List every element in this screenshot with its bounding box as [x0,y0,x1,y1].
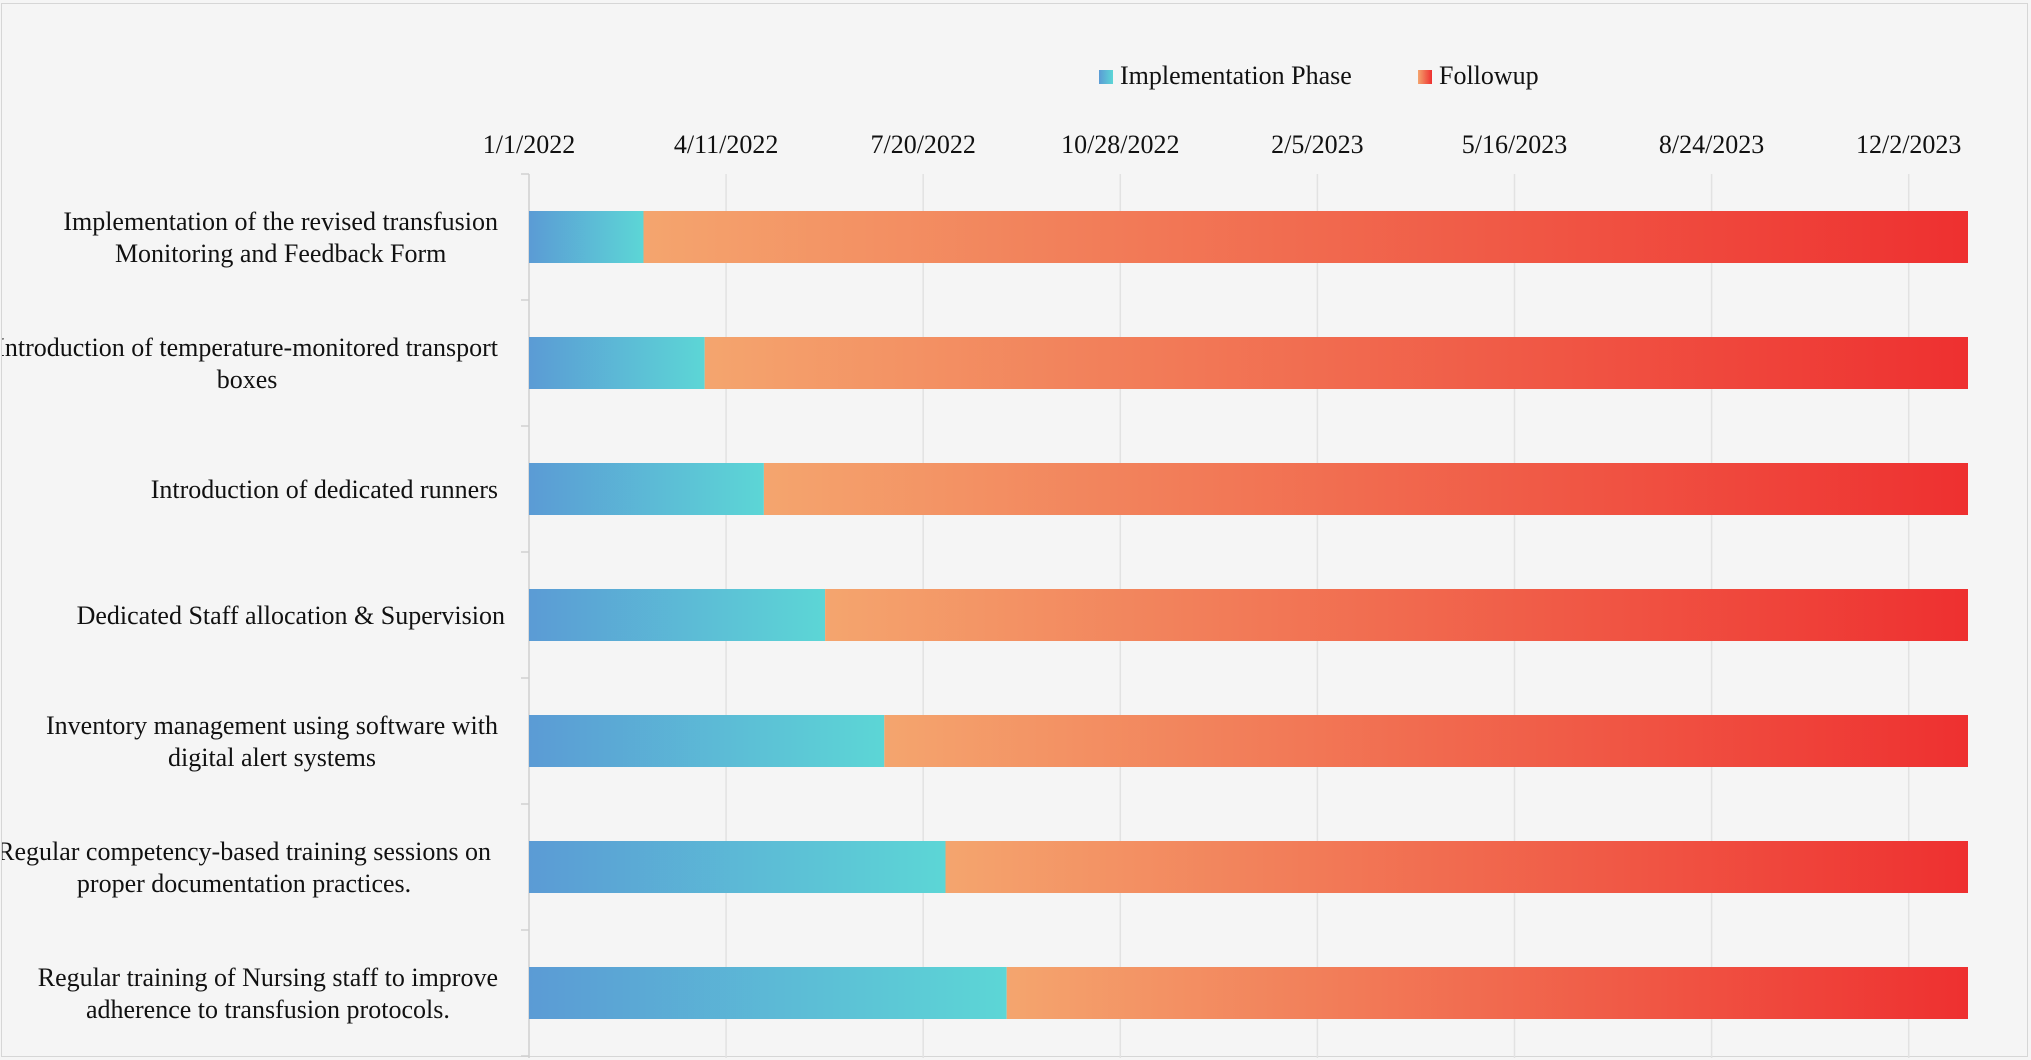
followup-bar [1006,967,1968,1019]
y-axis [521,173,530,1058]
category-label: Regular competency-based training sessio… [2,837,491,898]
legend-label: Followup [1439,61,1539,90]
category-label: Implementation of the revised transfusio… [63,207,498,268]
implementation-bar [529,589,826,641]
followup-bar [884,715,1969,767]
x-axis-ticks: 1/1/2022 4/11/2022 7/20/2022 10/28/2022 2/5/… [483,130,1962,159]
x-tick-label: 4/11/2022 [674,130,778,159]
x-tick-label: 5/16/2023 [1462,130,1567,159]
legend-swatch [1418,70,1432,84]
bars [529,211,1969,1019]
legend-label: Implementation Phase [1120,61,1352,90]
x-tick-label: 8/24/2023 [1659,130,1764,159]
implementation-bar [529,841,946,893]
category-label: Regular training of Nursing staff to imp… [38,963,498,1024]
category-label: Introduction of temperature-monitored tr… [2,333,499,394]
x-tick-label: 12/2/2023 [1856,130,1961,159]
chart-canvas: 1/1/2022 4/11/2022 7/20/2022 10/28/2022 2/5/… [2,61,1969,1058]
implementation-bar [529,967,1007,1019]
x-tick-label: 2/5/2023 [1271,130,1363,159]
followup-bar [704,337,1968,389]
followup-bar [825,589,1968,641]
category-label: Inventory management using software with… [46,711,498,772]
category-labels: Implementation of the revised transfusio… [2,207,505,1024]
legend-implementation: Implementation Phase [1099,61,1352,90]
implementation-bar [529,211,644,263]
followup-bar [643,211,1969,263]
followup-bar [763,463,1969,515]
x-tick-label: 10/28/2022 [1061,130,1179,159]
followup-bar [945,841,1968,893]
x-tick-label: 1/1/2022 [483,130,575,159]
legend: Implementation Phase Followup [1099,61,1539,90]
implementation-bar [529,463,764,515]
legend-followup: Followup [1418,61,1539,90]
implementation-bar [529,715,885,767]
category-label: Introduction of dedicated runners [151,475,498,504]
category-label: Dedicated Staff allocation & Supervision [77,601,505,630]
legend-swatch [1099,70,1113,84]
x-tick-label: 7/20/2022 [870,130,975,159]
chart-area: 1/1/2022 4/11/2022 7/20/2022 10/28/2022 2/5/… [1,3,2028,1058]
implementation-bar [529,337,705,389]
